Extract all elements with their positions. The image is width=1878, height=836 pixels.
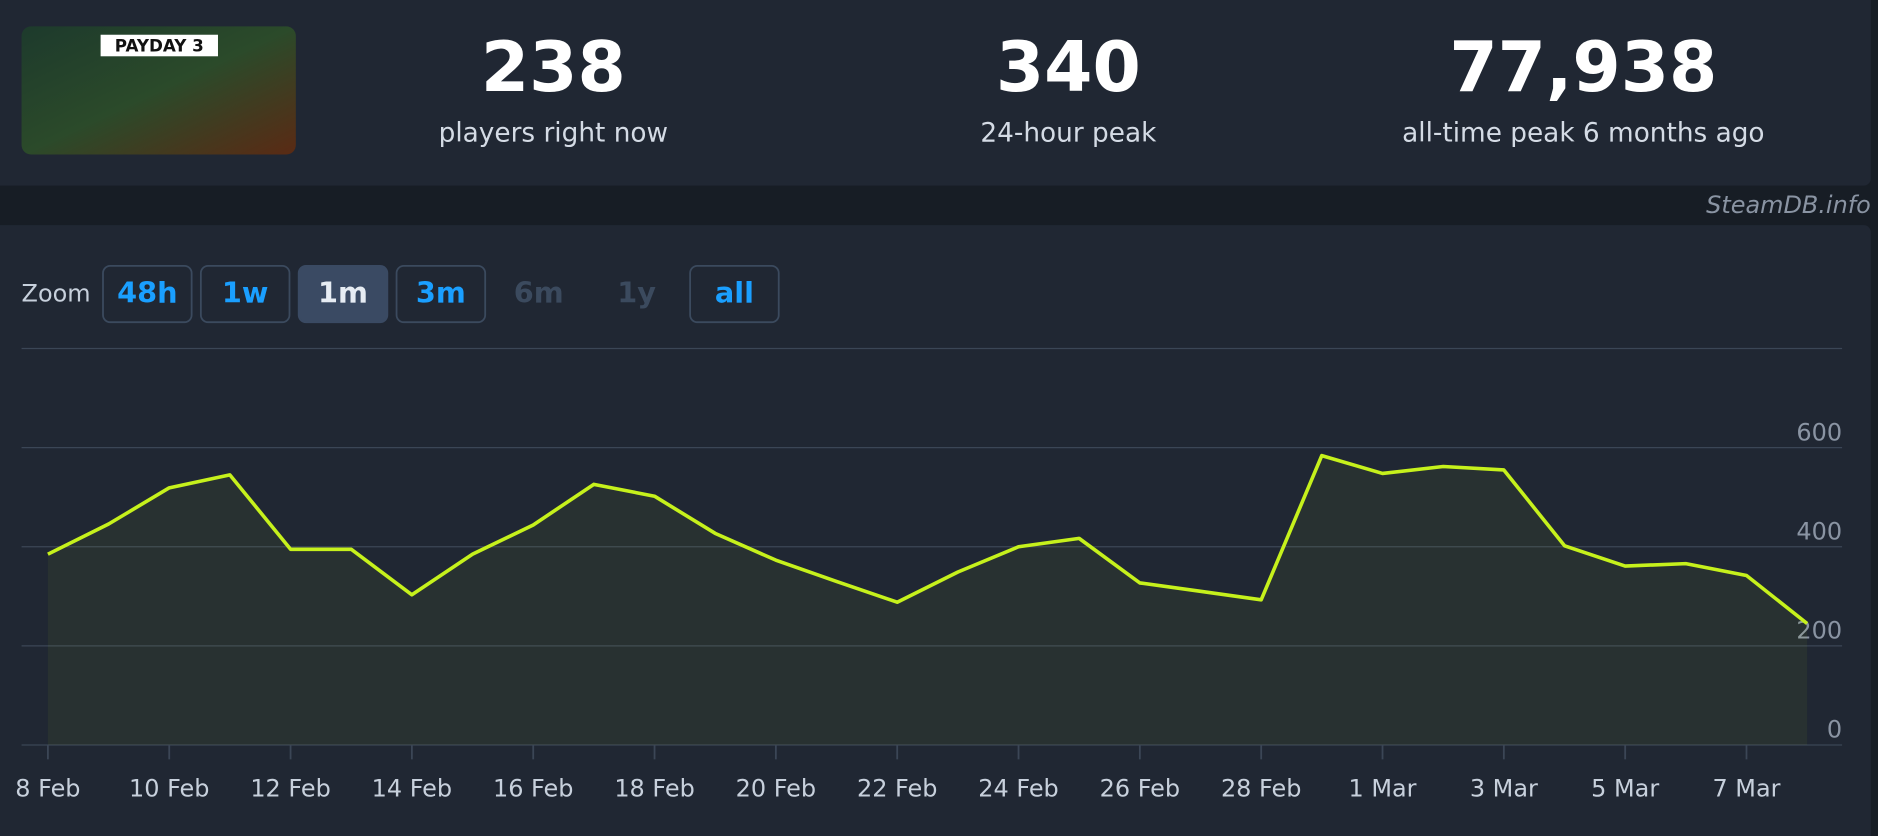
zoom-button[interactable] xyxy=(199,264,291,324)
x-tick-label: 18 Feb xyxy=(614,774,694,802)
zoom-buttons: 48h 1w 1m 3m 6m 1y all xyxy=(102,264,780,324)
x-tick-label: 24 Feb xyxy=(978,774,1058,802)
watermark: SteamDB.info xyxy=(1706,191,1871,219)
x-tick-label: 10 Feb xyxy=(129,774,209,802)
x-tick-label: 3 Mar xyxy=(1470,774,1538,802)
zoom-button[interactable] xyxy=(395,264,487,324)
stats: 238 players right now 340 24-hour peak 77,93… xyxy=(439,28,1765,149)
x-tick-label: 5 Mar xyxy=(1591,774,1659,802)
zoom-button[interactable] xyxy=(297,264,389,324)
stat-value: 77,938 xyxy=(1449,28,1717,108)
stat-value: 340 xyxy=(996,28,1141,108)
zoom-button-label[interactable]: 3m xyxy=(416,276,466,310)
zoom-button-label[interactable]: all xyxy=(715,276,754,310)
y-tick-label: 600 xyxy=(1796,418,1842,446)
x-tick-label: 7 Mar xyxy=(1712,774,1780,802)
game-logo: PAYDAY 3 xyxy=(115,36,204,56)
game-thumbnail[interactable] xyxy=(21,26,296,155)
area xyxy=(47,455,1808,745)
zoom-button-label[interactable]: 1m xyxy=(318,276,368,310)
x-tick-label: 16 Feb xyxy=(493,774,573,802)
zoom-label: Zoom xyxy=(22,280,91,308)
x-tick-label: 26 Feb xyxy=(1100,774,1180,802)
line xyxy=(47,453,1809,625)
x-tick-label: 22 Feb xyxy=(857,774,937,802)
x-tick-label: 1 Mar xyxy=(1349,774,1417,802)
zoom-button-label[interactable]: 48h xyxy=(117,276,177,310)
stats-panel xyxy=(0,0,1871,186)
zoom-button-label: 6m xyxy=(514,276,564,310)
chart-panel xyxy=(0,225,1871,836)
stat-label: all-time peak 6 months ago xyxy=(1402,119,1764,149)
y-tick-label: 400 xyxy=(1796,517,1842,545)
stat-label: 24-hour peak xyxy=(980,119,1157,149)
x-tick-label: 14 Feb xyxy=(372,774,452,802)
x-tick-label: 28 Feb xyxy=(1221,774,1301,802)
x-tick-label: 12 Feb xyxy=(250,774,330,802)
y-tick-label: 0 xyxy=(1827,716,1842,744)
stat-label: players right now xyxy=(439,119,668,149)
zoom-button-label[interactable]: 1w xyxy=(222,276,269,310)
stat-value: 238 xyxy=(481,28,626,108)
zoom-button[interactable] xyxy=(689,264,780,324)
zoom-button[interactable] xyxy=(102,264,193,324)
zoom-button-label: 1y xyxy=(617,276,656,310)
x-tick-label: 8 Feb xyxy=(15,774,80,802)
logo-plate xyxy=(100,34,218,57)
x-tick-label: 20 Feb xyxy=(736,774,816,802)
